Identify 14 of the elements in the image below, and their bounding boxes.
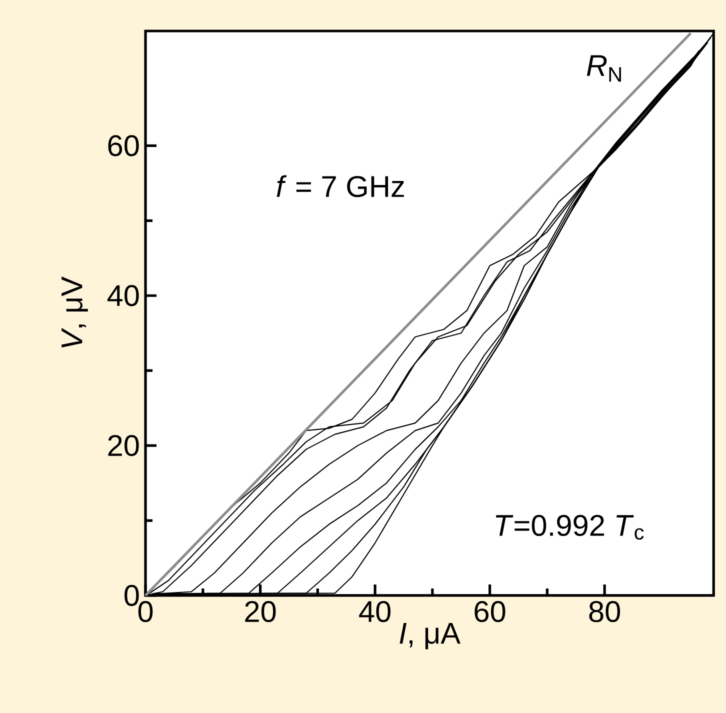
y-tick-label: 40 <box>107 285 139 306</box>
x-tick-label: 0 <box>138 601 153 622</box>
y-tick-label: 20 <box>108 434 139 456</box>
x-tick-label: 20 <box>245 601 276 622</box>
x-tick-label: 60 <box>474 601 506 622</box>
x-tick-label: 80 <box>589 601 620 622</box>
y-tick-label: 60 <box>108 135 139 156</box>
x-axis-title: I, μA <box>400 623 461 650</box>
y-tick-label: 0 <box>124 584 139 606</box>
x-tick-label: 40 <box>359 601 390 622</box>
annotation: f = 7 GHz <box>276 175 404 198</box>
annotation: R$_{N}$ <box>586 55 621 82</box>
y-axis-title: V, μV <box>62 276 88 348</box>
annotation: T=0.992 T$_{c}$ <box>496 514 644 540</box>
